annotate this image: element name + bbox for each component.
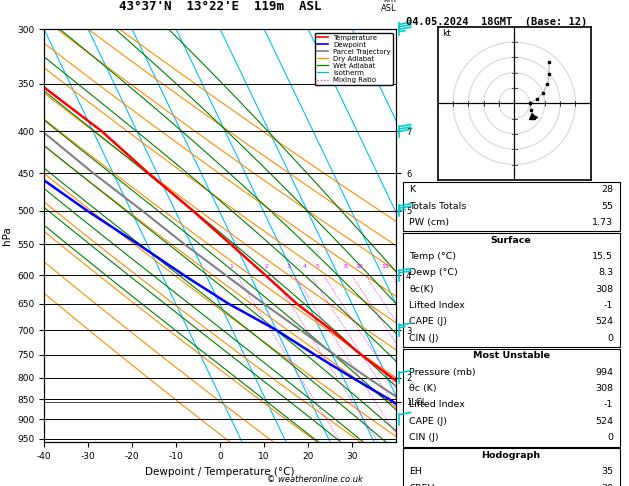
Text: 524: 524 xyxy=(595,417,613,426)
Text: CIN (J): CIN (J) xyxy=(409,433,438,442)
Text: Lifted Index: Lifted Index xyxy=(409,400,465,410)
Text: 1.73: 1.73 xyxy=(592,218,613,227)
Text: 39: 39 xyxy=(601,484,613,486)
Text: θᴄ(K): θᴄ(K) xyxy=(409,285,433,294)
Text: 994: 994 xyxy=(595,368,613,377)
Text: EH: EH xyxy=(409,468,422,476)
Text: 4: 4 xyxy=(303,264,307,269)
Bar xyxy=(403,182,620,231)
Text: 0: 0 xyxy=(607,334,613,343)
Text: 55: 55 xyxy=(601,202,613,210)
Text: Pressure (mb): Pressure (mb) xyxy=(409,368,476,377)
Text: K: K xyxy=(409,185,415,194)
Text: 15: 15 xyxy=(382,264,389,269)
Text: -1: -1 xyxy=(604,400,613,410)
Text: 5: 5 xyxy=(316,264,320,269)
Text: kt: kt xyxy=(442,29,451,38)
Text: 1: 1 xyxy=(229,264,233,269)
Text: Lifted Index: Lifted Index xyxy=(409,301,465,310)
Text: -1: -1 xyxy=(604,301,613,310)
Text: © weatheronline.co.uk: © weatheronline.co.uk xyxy=(267,474,362,484)
Text: Dewp (°C): Dewp (°C) xyxy=(409,268,458,278)
Text: CAPE (J): CAPE (J) xyxy=(409,417,447,426)
X-axis label: Dewpoint / Temperature (°C): Dewpoint / Temperature (°C) xyxy=(145,467,295,477)
Text: 3: 3 xyxy=(287,264,291,269)
Text: θᴄ (K): θᴄ (K) xyxy=(409,384,437,393)
Text: 2: 2 xyxy=(265,264,269,269)
Bar xyxy=(403,448,620,486)
Text: 35: 35 xyxy=(601,468,613,476)
Text: Most Unstable: Most Unstable xyxy=(472,351,550,361)
Text: 8: 8 xyxy=(344,264,348,269)
Text: 15.5: 15.5 xyxy=(592,252,613,261)
Text: 0: 0 xyxy=(607,433,613,442)
Text: 10: 10 xyxy=(356,264,364,269)
Text: 43°37'N  13°22'E  119m  ASL: 43°37'N 13°22'E 119m ASL xyxy=(119,0,321,13)
Text: 308: 308 xyxy=(595,384,613,393)
Text: Hodograph: Hodograph xyxy=(482,451,540,460)
Legend: Temperature, Dewpoint, Parcel Trajectory, Dry Adiabat, Wet Adiabat, Isotherm, Mi: Temperature, Dewpoint, Parcel Trajectory… xyxy=(315,33,392,85)
Text: Temp (°C): Temp (°C) xyxy=(409,252,456,261)
Text: Totals Totals: Totals Totals xyxy=(409,202,466,210)
Text: 28: 28 xyxy=(601,185,613,194)
Text: km
ASL: km ASL xyxy=(381,0,396,13)
Y-axis label: hPa: hPa xyxy=(1,226,11,245)
Text: CIN (J): CIN (J) xyxy=(409,334,438,343)
Text: CAPE (J): CAPE (J) xyxy=(409,317,447,326)
Text: 8.3: 8.3 xyxy=(598,268,613,278)
Text: Surface: Surface xyxy=(491,236,532,244)
Bar xyxy=(403,348,620,447)
Text: SREH: SREH xyxy=(409,484,435,486)
Text: PW (cm): PW (cm) xyxy=(409,218,449,227)
Text: 308: 308 xyxy=(595,285,613,294)
Text: 04.05.2024  18GMT  (Base: 12): 04.05.2024 18GMT (Base: 12) xyxy=(406,17,587,27)
Text: 524: 524 xyxy=(595,317,613,326)
Bar xyxy=(403,233,620,347)
